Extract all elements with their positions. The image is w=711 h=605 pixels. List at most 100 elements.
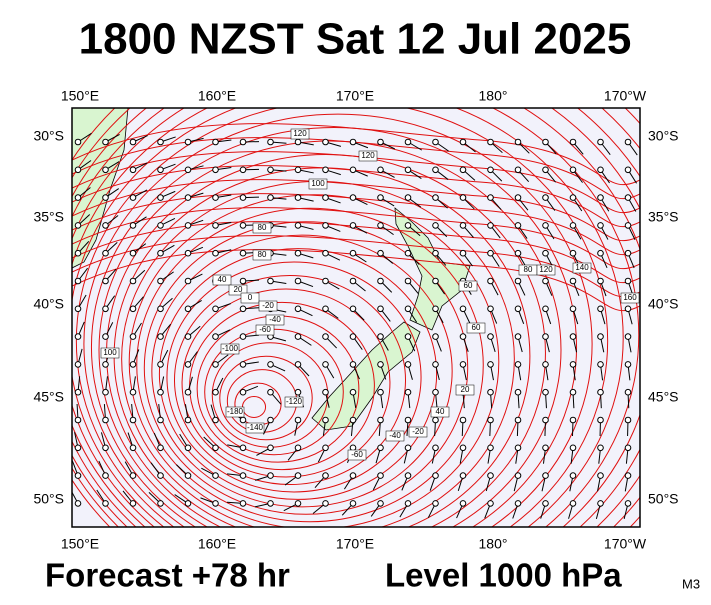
barb-station xyxy=(130,167,136,173)
barb-station xyxy=(598,334,604,340)
barb-station xyxy=(598,389,604,395)
barb-station xyxy=(625,389,631,395)
barb-station xyxy=(295,473,301,479)
barb-station xyxy=(213,445,219,451)
title: 1800 NZST Sat 12 Jul 2025 xyxy=(79,15,632,64)
barb-station xyxy=(185,334,191,340)
barb-station xyxy=(240,362,246,368)
bottom-axis-label: 170°W xyxy=(604,536,647,552)
barb-station xyxy=(460,167,466,173)
barb-station xyxy=(103,334,109,340)
barb-station xyxy=(598,195,604,201)
barb-station xyxy=(543,139,549,145)
barb-station xyxy=(405,362,411,368)
right-axis-label: 30°S xyxy=(648,128,679,144)
barb-station xyxy=(268,362,274,368)
barb-station xyxy=(488,278,494,284)
barb-station xyxy=(130,362,136,368)
barb-station xyxy=(570,195,576,201)
barb-station xyxy=(543,223,549,229)
barb-station xyxy=(130,250,136,256)
barb-station xyxy=(158,250,164,256)
barb-station xyxy=(268,445,274,451)
barb-station xyxy=(625,445,631,451)
barb-station xyxy=(460,362,466,368)
barb-station xyxy=(460,445,466,451)
barb-station xyxy=(130,417,136,423)
barb-station xyxy=(295,362,301,368)
barb-station xyxy=(625,195,631,201)
barb-station xyxy=(405,250,411,256)
barb-station xyxy=(185,195,191,201)
barb-station xyxy=(350,167,356,173)
contour-label: -180 xyxy=(227,407,244,416)
barb-station xyxy=(295,139,301,145)
bottom-axis-label: 150°E xyxy=(61,536,99,552)
barb-station xyxy=(378,167,384,173)
bottom-axis-label: 180° xyxy=(479,536,508,552)
barb-station xyxy=(433,223,439,229)
barb-station xyxy=(213,501,219,507)
barb-station xyxy=(240,389,246,395)
barb-station xyxy=(378,334,384,340)
barb-station xyxy=(405,167,411,173)
barb-station xyxy=(378,139,384,145)
barb-station xyxy=(405,306,411,312)
barb-station xyxy=(460,250,466,256)
barb-station xyxy=(75,417,81,423)
barb-station xyxy=(570,501,576,507)
top-axis-label: 170°W xyxy=(604,88,647,104)
barb-station xyxy=(405,501,411,507)
barb-station xyxy=(213,389,219,395)
barb-station xyxy=(488,250,494,256)
barb-station xyxy=(103,501,109,507)
barb-station xyxy=(295,167,301,173)
barb-station xyxy=(158,306,164,312)
barb-station xyxy=(433,362,439,368)
barb-station xyxy=(158,195,164,201)
contour-label: -60 xyxy=(351,450,363,459)
barb-station xyxy=(323,278,329,284)
barb-station xyxy=(295,417,301,423)
right-axis-label: 40°S xyxy=(648,296,679,312)
barb-station xyxy=(185,445,191,451)
barb-station xyxy=(158,501,164,507)
barb-station xyxy=(213,473,219,479)
barb-station xyxy=(268,195,274,201)
barb-station xyxy=(515,445,521,451)
contour-label: -40 xyxy=(389,431,401,440)
right-axis-label: 35°S xyxy=(648,209,679,225)
barb-station xyxy=(488,445,494,451)
left-axis-label: 50°S xyxy=(33,491,64,507)
barb-station xyxy=(378,445,384,451)
barb-station xyxy=(158,167,164,173)
contour-label: 40 xyxy=(218,275,227,284)
barb-station xyxy=(543,250,549,256)
contour-label: 120 xyxy=(539,265,553,274)
barb-station xyxy=(240,139,246,145)
top-axis-label: 180° xyxy=(479,88,508,104)
barb-station xyxy=(75,278,81,284)
barb-station xyxy=(460,195,466,201)
barb-station xyxy=(405,334,411,340)
barb-station xyxy=(378,195,384,201)
barb-station xyxy=(543,501,549,507)
barb-station xyxy=(543,473,549,479)
barb-station xyxy=(103,306,109,312)
left-axis-label: 35°S xyxy=(33,209,64,225)
barb-station xyxy=(75,473,81,479)
barb-station xyxy=(350,473,356,479)
barb-station xyxy=(433,389,439,395)
barb-station xyxy=(103,389,109,395)
barb-station xyxy=(625,501,631,507)
barb-station xyxy=(515,250,521,256)
barb-station xyxy=(103,445,109,451)
barb-station xyxy=(625,362,631,368)
barb-station xyxy=(515,167,521,173)
barb-station xyxy=(75,501,81,507)
barb-station xyxy=(378,501,384,507)
left-axis-label: 40°S xyxy=(33,296,64,312)
barb-station xyxy=(378,362,384,368)
barb-station xyxy=(350,223,356,229)
